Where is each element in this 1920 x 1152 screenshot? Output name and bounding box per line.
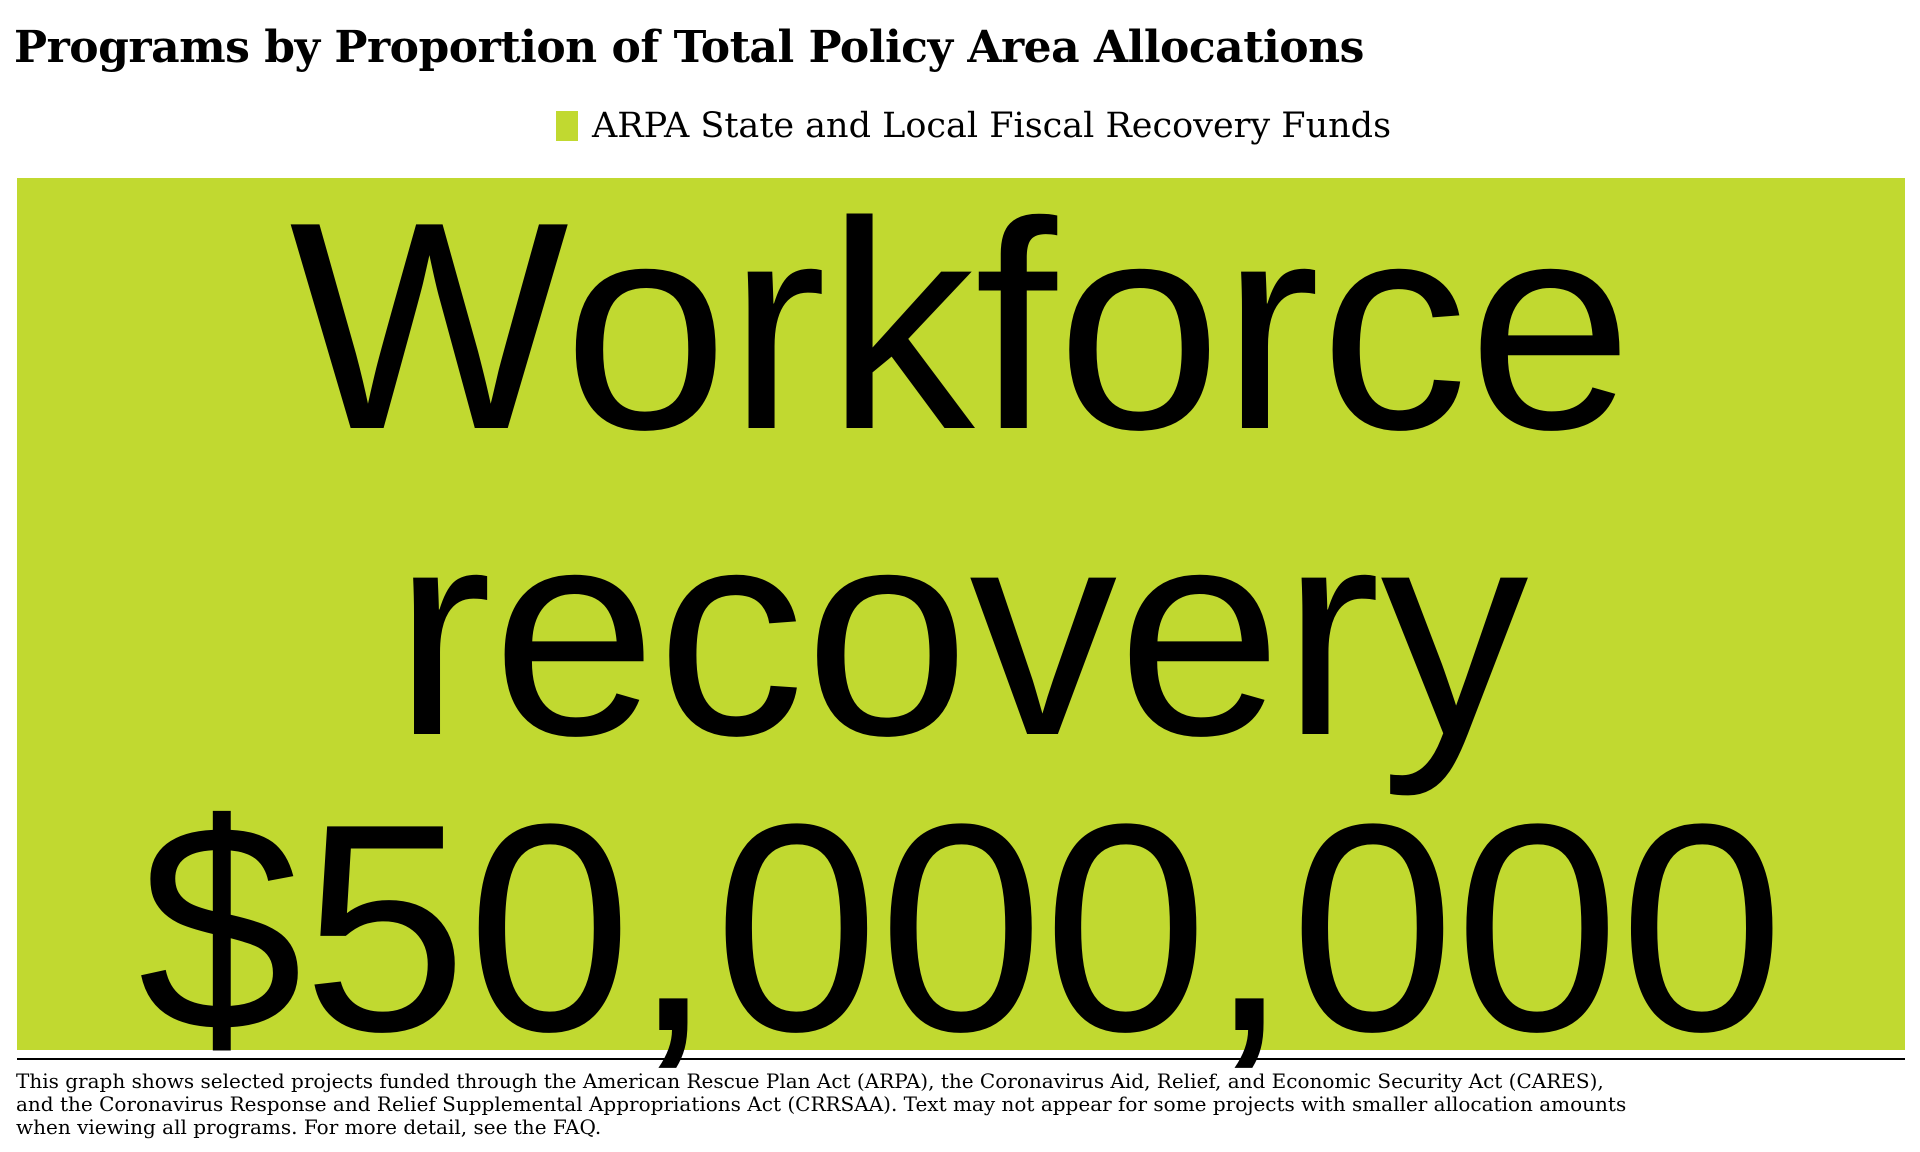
tile-label-line2: recovery bbox=[393, 466, 1529, 797]
treemap-tile-workforce-recovery[interactable]: Workforce recovery $50,000,000 bbox=[17, 160, 1905, 1076]
tile-label-line1: Workforce bbox=[289, 160, 1633, 491]
footnote-line-1: This graph shows selected projects funde… bbox=[16, 1069, 1604, 1093]
tile-value-label: $50,000,000 bbox=[137, 762, 1785, 1093]
footnote-divider bbox=[17, 1058, 1905, 1060]
legend[interactable]: ARPA State and Local Fiscal Recovery Fun… bbox=[556, 104, 1391, 148]
chart-title: Programs by Proportion of Total Policy A… bbox=[14, 22, 1364, 73]
legend-label: ARPA State and Local Fiscal Recovery Fun… bbox=[592, 106, 1392, 146]
footnote-line-2: and the Coronavirus Response and Relief … bbox=[16, 1092, 1627, 1116]
footnote-line-3: when viewing all programs. For more deta… bbox=[16, 1115, 602, 1139]
footnote: This graph shows selected projects funde… bbox=[16, 1070, 1896, 1139]
legend-swatch bbox=[556, 111, 578, 141]
